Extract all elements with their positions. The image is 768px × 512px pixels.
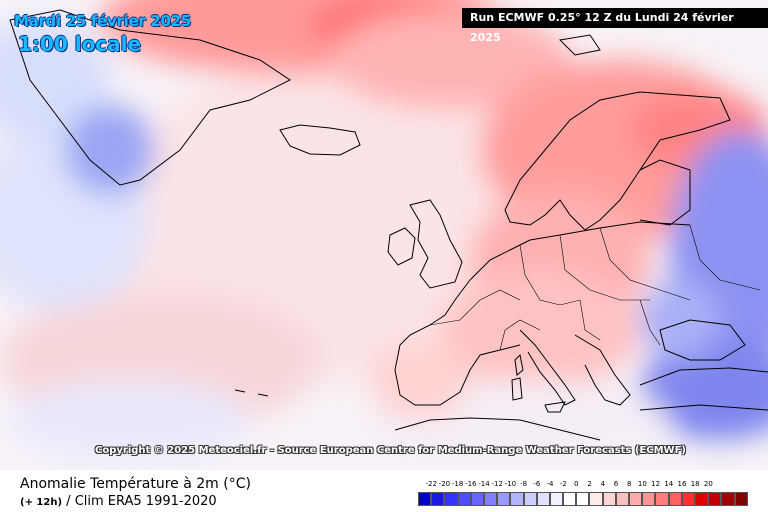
model-run-label: Run ECMWF 0.25° 12 Z du Lundi 24 février… bbox=[462, 8, 768, 44]
legend-swatch bbox=[694, 492, 709, 506]
legend-tick-label: 16 bbox=[677, 480, 687, 488]
coastlines bbox=[9, 9, 768, 441]
legend-swatch bbox=[510, 492, 524, 506]
legend-tick-label: 14 bbox=[664, 480, 674, 488]
legend-tick-label: -8 bbox=[520, 480, 528, 488]
legend-swatch bbox=[576, 492, 590, 506]
legend-tick-label: -4 bbox=[546, 480, 554, 488]
legend-tick-label: -16 bbox=[465, 480, 477, 488]
legend-swatch bbox=[523, 492, 537, 506]
legend-tick-label: -14 bbox=[478, 480, 490, 488]
legend-tick-label: -18 bbox=[451, 480, 464, 488]
lead-time: (+ 12h) bbox=[20, 497, 63, 508]
anomaly-map bbox=[0, 0, 768, 470]
legend-swatch bbox=[734, 492, 748, 506]
legend-swatch bbox=[655, 492, 669, 506]
legend-swatch bbox=[642, 492, 656, 506]
legend-tick-label: 12 bbox=[651, 480, 661, 488]
forecast-date: Mardi 25 février 2025 bbox=[14, 12, 191, 30]
legend-tick-label: 18 bbox=[690, 480, 700, 488]
color-scale-legend: -22 -20 -18 -16 -14 -12 -10 -8 -6 -4 -2 0 2 4 6 8 10 12 14… bbox=[418, 480, 748, 512]
footer: Anomalie Température à 2m (°C) (+ 12h) /… bbox=[0, 470, 768, 512]
legend-swatch bbox=[668, 492, 682, 506]
legend-tick-label: 6 bbox=[613, 480, 619, 488]
borders bbox=[429, 224, 761, 351]
legend-swatch bbox=[497, 492, 511, 506]
legend-tick-label: 2 bbox=[587, 480, 592, 488]
legend-tick-label: 4 bbox=[600, 480, 606, 488]
legend-swatch bbox=[483, 492, 498, 506]
map-title: Anomalie Température à 2m (°C) bbox=[20, 476, 251, 492]
legend-swatch bbox=[444, 492, 458, 506]
copyright-text: Copyright © 2025 Meteociel.fr - Source E… bbox=[95, 445, 686, 456]
legend-swatch bbox=[708, 492, 722, 506]
legend-tick-label: -12 bbox=[491, 480, 503, 488]
legend-swatch bbox=[470, 492, 484, 506]
legend-tick-label: -22 bbox=[425, 480, 437, 488]
map-subtitle: (+ 12h) / Clim ERA5 1991-2020 bbox=[20, 494, 217, 509]
legend-swatch bbox=[457, 492, 471, 506]
legend-swatch bbox=[721, 492, 735, 506]
legend-swatch bbox=[589, 492, 603, 506]
legend-swatch bbox=[563, 492, 577, 506]
legend-swatch bbox=[681, 492, 695, 506]
legend-tick-label: 0 bbox=[574, 480, 579, 488]
legend-swatches bbox=[418, 492, 748, 506]
legend-swatch bbox=[418, 492, 432, 506]
legend-tick-label: -20 bbox=[438, 480, 451, 488]
climatology-label: / Clim ERA5 1991-2020 bbox=[62, 494, 217, 509]
legend-swatch bbox=[549, 492, 564, 506]
legend-tick-label: -6 bbox=[533, 480, 541, 488]
legend-swatch bbox=[602, 492, 616, 506]
legend-tick-label: -2 bbox=[559, 480, 567, 488]
legend-swatch bbox=[431, 492, 445, 506]
legend-tick-label: -10 bbox=[504, 480, 517, 488]
legend-tick-label: 10 bbox=[637, 480, 647, 488]
legend-swatch bbox=[615, 492, 629, 506]
legend-tick-label: 20 bbox=[703, 480, 713, 488]
forecast-time: 1:00 locale bbox=[18, 32, 142, 56]
map-area: Mardi 25 février 2025 1:00 locale Run EC… bbox=[0, 0, 768, 470]
legend-tick-label: 8 bbox=[626, 480, 632, 488]
legend-swatch bbox=[536, 492, 550, 506]
legend-swatch bbox=[629, 492, 643, 506]
